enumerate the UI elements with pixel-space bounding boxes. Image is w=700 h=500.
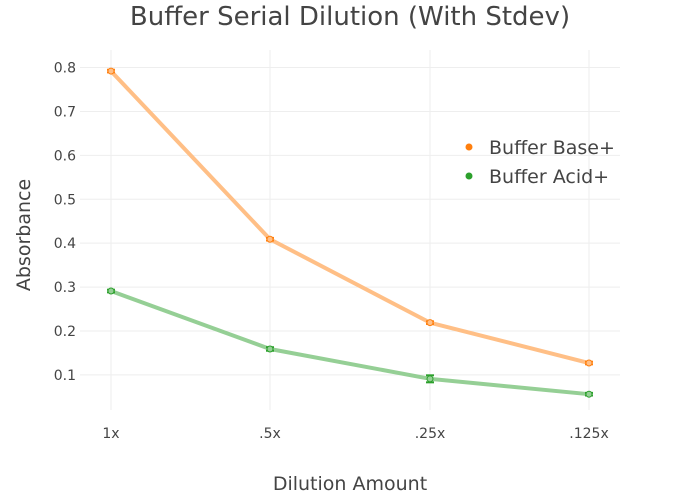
series-2 [107,287,593,398]
data-point [266,235,274,243]
y-tick-labels: 0.1 0.2 0.3 0.4 0.5 0.6 0.7 0.8 [54,61,76,384]
y-tick-label: 0.2 [54,324,76,340]
legend-label: Buffer Base+ [489,137,615,159]
y-tick-label: 0.5 [54,192,76,208]
data-point [107,67,115,75]
x-tick-label: .25x [415,426,446,442]
data-point [585,359,593,367]
y-tick-label: 0.7 [54,104,76,120]
legend-label: Buffer Acid+ [489,166,609,188]
x-tick-label: 1x [102,426,119,442]
x-axis-title: Dilution Amount [273,473,427,495]
data-point [266,345,274,353]
y-tick-label: 0.3 [54,280,76,296]
data-point [426,375,434,383]
series [107,67,593,398]
y-tick-label: 0.8 [54,61,76,77]
legend-item[interactable]: Buffer Acid+ [465,166,610,188]
y-tick-label: 0.1 [54,368,76,384]
series-1 [107,67,593,367]
chart-title: Buffer Serial Dilution (With Stdev) [130,2,570,32]
legend-item[interactable]: Buffer Base+ [465,137,615,159]
legend[interactable]: Buffer Base+ Buffer Acid+ [465,137,615,188]
x-tick-label: .125x [569,426,608,442]
x-tick-labels: 1x .5x .25x .125x [102,426,608,442]
series-line [110,289,590,397]
grid [80,50,620,410]
legend-marker [465,172,473,180]
data-point [585,390,593,398]
y-tick-label: 0.6 [54,148,76,164]
data-point [426,319,434,327]
series-line [109,69,590,365]
y-tick-label: 0.4 [54,236,76,252]
y-axis-title: Absorbance [13,179,35,291]
x-tick-label: .5x [259,426,281,442]
legend-marker [465,143,473,151]
data-point [107,287,115,295]
